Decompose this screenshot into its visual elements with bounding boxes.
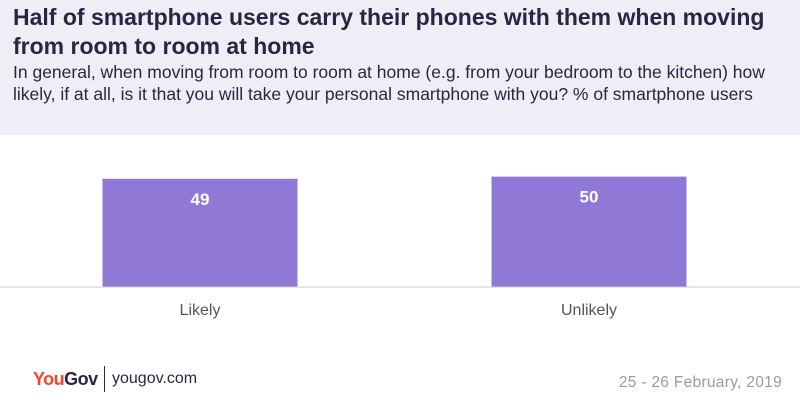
yougov-logo: YouGov <box>33 369 98 390</box>
footer-date: 25 - 26 February, 2019 <box>618 374 782 391</box>
footer-divider <box>104 366 105 392</box>
bar-likely <box>102 178 298 287</box>
bar-unlikely <box>491 176 687 287</box>
logo-you-text: You <box>33 369 65 389</box>
category-label-unlikely: Unlikely <box>561 302 617 319</box>
category-label-likely: Likely <box>180 302 221 319</box>
logo-gov-text: Gov <box>64 369 98 389</box>
chart-subtitle: In general, when moving from room to roo… <box>13 62 765 104</box>
data-label-likely: 49 <box>191 190 210 209</box>
bar-chart: 49 Likely 50 Unlikely <box>0 176 800 319</box>
chart-title: Half of smartphone users carry their pho… <box>13 4 765 59</box>
chart-header: Half of smartphone users carry their pho… <box>0 0 800 135</box>
data-label-unlikely: 50 <box>580 188 599 207</box>
footer-url: yougov.com <box>112 370 198 387</box>
